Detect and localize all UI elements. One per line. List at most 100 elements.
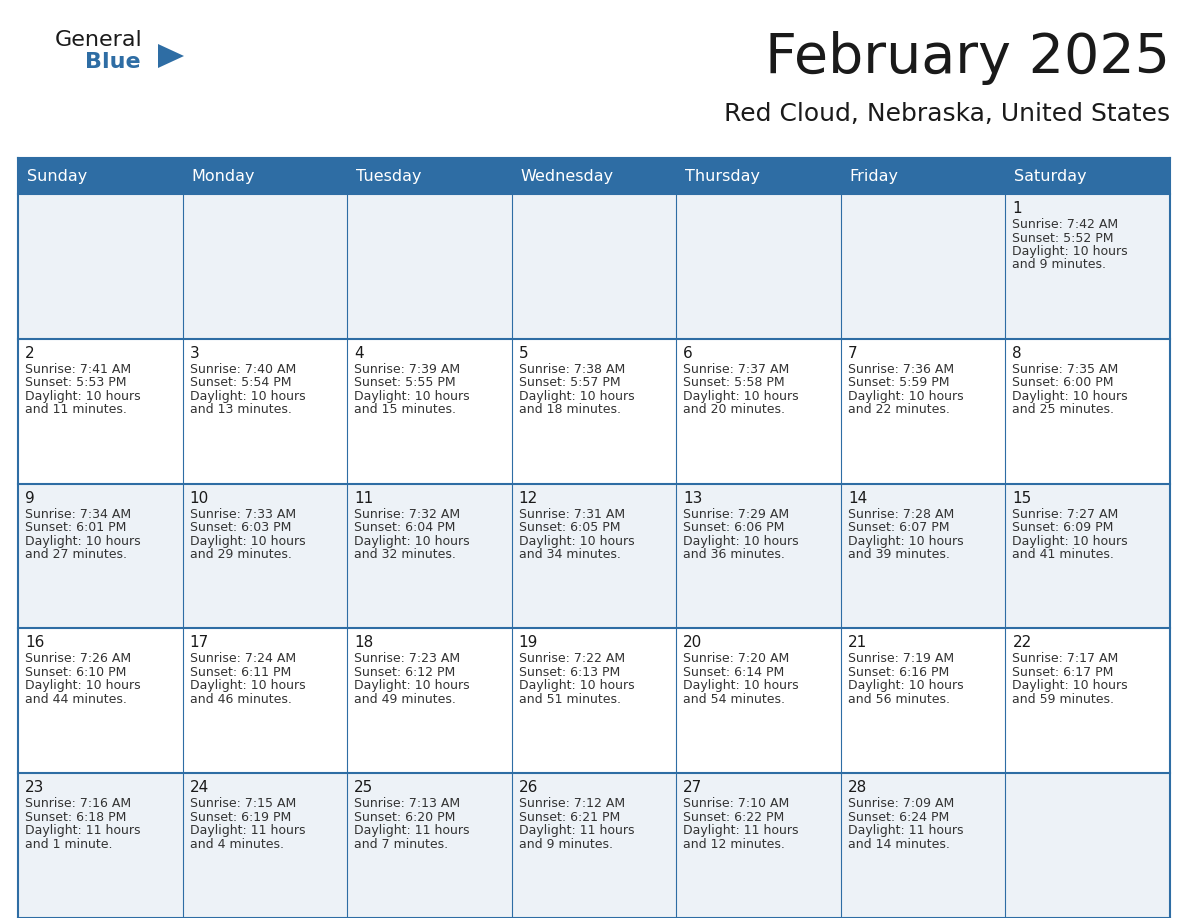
Text: and 41 minutes.: and 41 minutes. [1012, 548, 1114, 561]
Text: Saturday: Saturday [1015, 169, 1087, 184]
Text: and 34 minutes.: and 34 minutes. [519, 548, 620, 561]
Text: and 32 minutes.: and 32 minutes. [354, 548, 456, 561]
Bar [676, 773, 841, 918]
Text: Sunrise: 7:26 AM: Sunrise: 7:26 AM [25, 653, 131, 666]
Text: 17: 17 [190, 635, 209, 650]
Text: Sunset: 6:11 PM: Sunset: 6:11 PM [190, 666, 291, 679]
Text: Sunrise: 7:09 AM: Sunrise: 7:09 AM [848, 797, 954, 811]
Text: Sunrise: 7:38 AM: Sunrise: 7:38 AM [519, 363, 625, 375]
Text: Sunset: 6:16 PM: Sunset: 6:16 PM [848, 666, 949, 679]
Bar [347, 773, 512, 918]
Bar [183, 158, 347, 194]
Bar [841, 484, 1005, 629]
Text: Daylight: 10 hours: Daylight: 10 hours [683, 679, 798, 692]
Text: Daylight: 10 hours: Daylight: 10 hours [519, 534, 634, 548]
Text: 10: 10 [190, 490, 209, 506]
Bar [676, 339, 841, 484]
Text: Sunset: 5:55 PM: Sunset: 5:55 PM [354, 376, 456, 389]
Text: Friday: Friday [849, 169, 899, 184]
Text: Sunrise: 7:23 AM: Sunrise: 7:23 AM [354, 653, 460, 666]
Text: Sunset: 6:10 PM: Sunset: 6:10 PM [25, 666, 126, 679]
Text: General: General [55, 30, 143, 50]
Text: Daylight: 10 hours: Daylight: 10 hours [354, 534, 469, 548]
Text: February 2025: February 2025 [765, 31, 1170, 85]
Text: Daylight: 10 hours: Daylight: 10 hours [848, 679, 963, 692]
Text: Sunrise: 7:37 AM: Sunrise: 7:37 AM [683, 363, 790, 375]
Text: Sunset: 5:58 PM: Sunset: 5:58 PM [683, 376, 785, 389]
Text: Sunset: 6:12 PM: Sunset: 6:12 PM [354, 666, 455, 679]
Bar [1005, 158, 1170, 194]
Text: Daylight: 10 hours: Daylight: 10 hours [190, 679, 305, 692]
Text: 5: 5 [519, 346, 529, 361]
Bar [347, 339, 512, 484]
Text: 28: 28 [848, 780, 867, 795]
Text: 18: 18 [354, 635, 373, 650]
Text: Daylight: 11 hours: Daylight: 11 hours [354, 824, 469, 837]
Text: Sunset: 6:14 PM: Sunset: 6:14 PM [683, 666, 784, 679]
Text: Tuesday: Tuesday [356, 169, 422, 184]
Bar [18, 484, 183, 629]
Text: 26: 26 [519, 780, 538, 795]
Text: Daylight: 10 hours: Daylight: 10 hours [1012, 534, 1129, 548]
Text: Sunset: 5:54 PM: Sunset: 5:54 PM [190, 376, 291, 389]
Text: 13: 13 [683, 490, 702, 506]
Text: Sunrise: 7:31 AM: Sunrise: 7:31 AM [519, 508, 625, 521]
Text: 6: 6 [683, 346, 693, 361]
Text: Sunset: 6:06 PM: Sunset: 6:06 PM [683, 521, 784, 534]
Bar [1005, 339, 1170, 484]
Text: 7: 7 [848, 346, 858, 361]
Text: 1: 1 [1012, 201, 1022, 216]
Bar [18, 339, 183, 484]
Bar [18, 158, 183, 194]
Text: Sunset: 6:13 PM: Sunset: 6:13 PM [519, 666, 620, 679]
Text: and 49 minutes.: and 49 minutes. [354, 693, 456, 706]
Text: Sunset: 6:22 PM: Sunset: 6:22 PM [683, 811, 784, 823]
Bar [841, 773, 1005, 918]
Text: Sunrise: 7:24 AM: Sunrise: 7:24 AM [190, 653, 296, 666]
Text: and 54 minutes.: and 54 minutes. [683, 693, 785, 706]
Text: Daylight: 10 hours: Daylight: 10 hours [683, 390, 798, 403]
Bar [347, 484, 512, 629]
Text: Daylight: 10 hours: Daylight: 10 hours [519, 390, 634, 403]
Text: and 51 minutes.: and 51 minutes. [519, 693, 620, 706]
Text: 25: 25 [354, 780, 373, 795]
Text: Daylight: 11 hours: Daylight: 11 hours [519, 824, 634, 837]
Text: and 4 minutes.: and 4 minutes. [190, 838, 284, 851]
Text: Blue: Blue [86, 52, 140, 72]
Text: and 13 minutes.: and 13 minutes. [190, 403, 291, 416]
Text: Sunset: 6:24 PM: Sunset: 6:24 PM [848, 811, 949, 823]
Text: 4: 4 [354, 346, 364, 361]
Text: 24: 24 [190, 780, 209, 795]
Text: Daylight: 10 hours: Daylight: 10 hours [848, 390, 963, 403]
Text: Daylight: 10 hours: Daylight: 10 hours [1012, 245, 1129, 258]
Text: 23: 23 [25, 780, 44, 795]
Bar [183, 484, 347, 629]
Text: 8: 8 [1012, 346, 1022, 361]
Text: Sunset: 5:52 PM: Sunset: 5:52 PM [1012, 231, 1114, 244]
Text: and 59 minutes.: and 59 minutes. [1012, 693, 1114, 706]
Text: and 1 minute.: and 1 minute. [25, 838, 113, 851]
Text: and 7 minutes.: and 7 minutes. [354, 838, 448, 851]
Bar [347, 629, 512, 773]
Text: Sunrise: 7:29 AM: Sunrise: 7:29 AM [683, 508, 789, 521]
Text: and 29 minutes.: and 29 minutes. [190, 548, 291, 561]
Bar [512, 484, 676, 629]
Text: Sunrise: 7:34 AM: Sunrise: 7:34 AM [25, 508, 131, 521]
Bar [183, 339, 347, 484]
Text: Sunset: 5:57 PM: Sunset: 5:57 PM [519, 376, 620, 389]
Text: Sunrise: 7:27 AM: Sunrise: 7:27 AM [1012, 508, 1119, 521]
Text: Sunset: 6:18 PM: Sunset: 6:18 PM [25, 811, 126, 823]
Text: Sunrise: 7:10 AM: Sunrise: 7:10 AM [683, 797, 790, 811]
Text: Sunrise: 7:33 AM: Sunrise: 7:33 AM [190, 508, 296, 521]
Text: 9: 9 [25, 490, 34, 506]
Text: Daylight: 10 hours: Daylight: 10 hours [190, 534, 305, 548]
Text: 16: 16 [25, 635, 44, 650]
Text: and 36 minutes.: and 36 minutes. [683, 548, 785, 561]
Text: Wednesday: Wednesday [520, 169, 614, 184]
Polygon shape [158, 44, 184, 68]
Bar [841, 629, 1005, 773]
Bar [1005, 484, 1170, 629]
Text: Sunday: Sunday [27, 169, 87, 184]
Text: and 27 minutes.: and 27 minutes. [25, 548, 127, 561]
Text: 27: 27 [683, 780, 702, 795]
